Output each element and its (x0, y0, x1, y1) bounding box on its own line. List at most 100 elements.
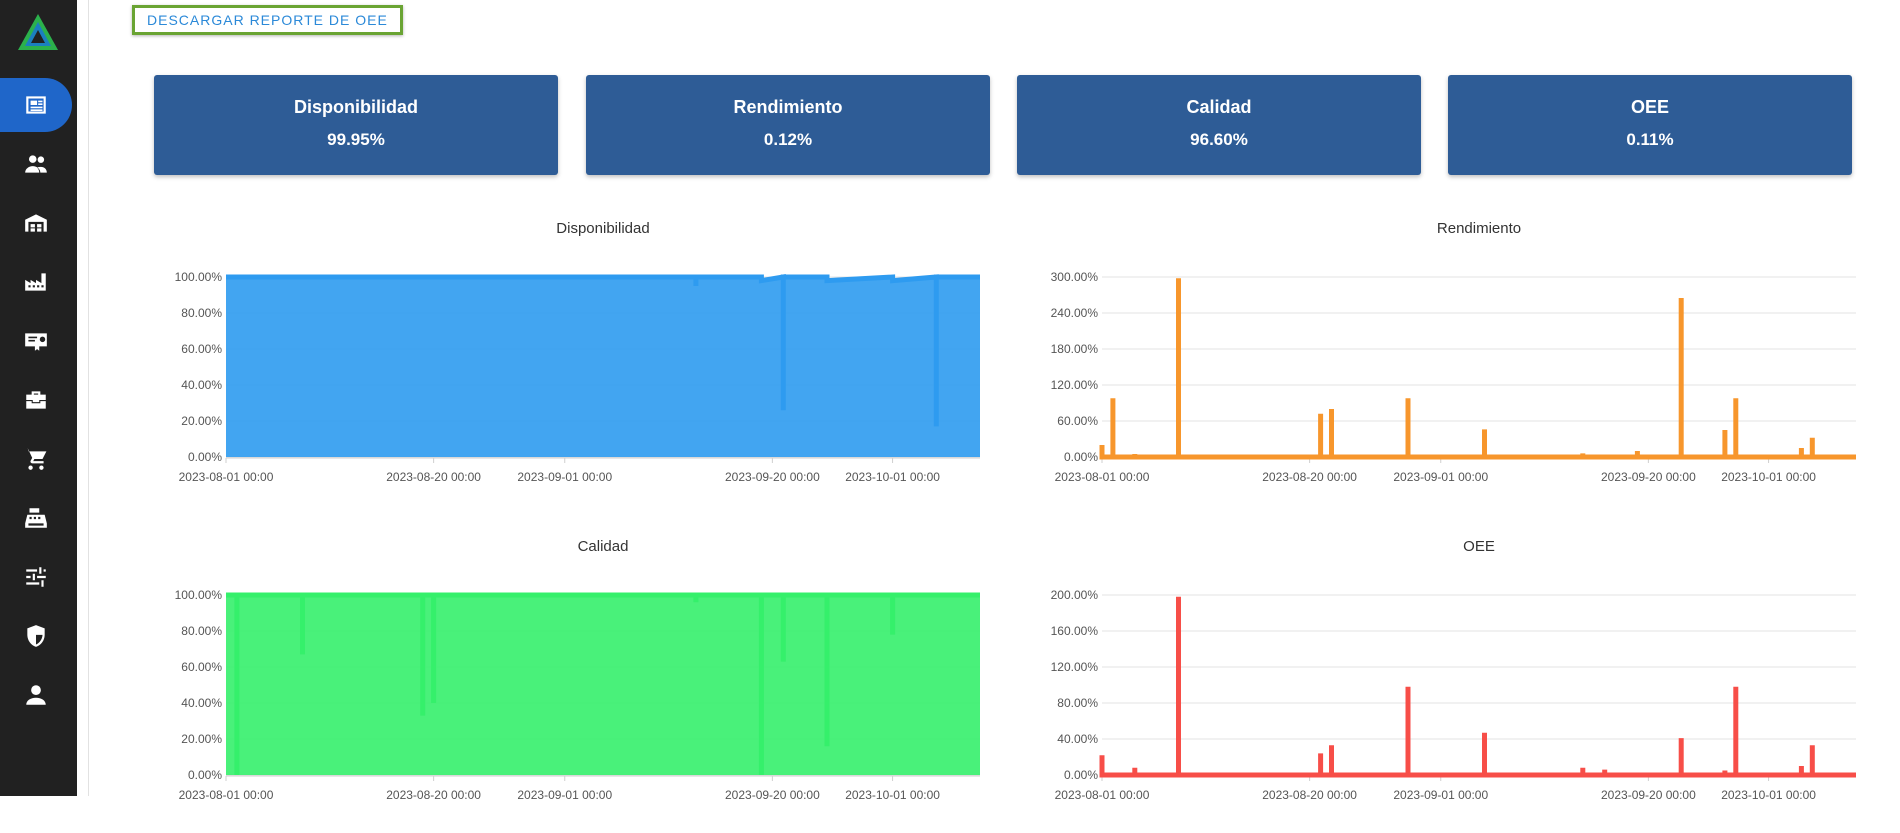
y-tick-label: 60.00% (181, 342, 222, 356)
series-area (226, 277, 980, 457)
y-tick-label: 0.00% (1064, 768, 1098, 782)
kpi-value: 0.11% (1626, 130, 1674, 149)
chart-title: Disponibilidad (556, 220, 649, 237)
kpi-label: Rendimiento (733, 97, 843, 117)
cash-register-icon (25, 508, 47, 528)
x-tick-label: 2023-09-20 00:00 (1601, 470, 1696, 484)
chart-title: Calidad (578, 538, 629, 555)
chart-title: OEE (1463, 538, 1495, 555)
x-tick-label: 2023-09-01 00:00 (517, 788, 612, 802)
y-tick-label: 160.00% (1051, 624, 1099, 638)
kpi-card-oee: OEE 0.11% (1448, 75, 1852, 175)
newspaper-icon (26, 96, 46, 114)
x-tick-label: 2023-08-20 00:00 (386, 788, 481, 802)
x-tick-label: 2023-08-20 00:00 (1262, 788, 1357, 802)
y-tick-label: 80.00% (181, 624, 222, 638)
series-line (1099, 278, 1856, 460)
chart-svg: Disponibilidad 0.00% 20.00% 40.00% 60.00% 80.… (175, 220, 980, 484)
content-divider (88, 0, 89, 796)
y-tick-label: 300.00% (1051, 270, 1099, 284)
y-tick-label: 200.00% (1051, 588, 1099, 602)
chart-calidad: Calidad 0.00% 20.00% 40.00% 60.00% 80.00% 100.… (140, 523, 1000, 833)
chart-disponibilidad: Disponibilidad 0.00% 20.00% 40.00% 60.00% 80.… (140, 205, 1000, 515)
download-oee-report-button[interactable]: DESCARGAR REPORTE DE OEE (132, 5, 403, 35)
factory-icon (25, 273, 46, 291)
certificate-icon (25, 333, 47, 351)
x-tick-label: 2023-08-01 00:00 (1055, 788, 1150, 802)
y-tick-label: 240.00% (1051, 306, 1099, 320)
y-tick-label: 0.00% (188, 768, 222, 782)
x-tick-label: 2023-10-01 00:00 (1721, 470, 1816, 484)
sliders-icon (26, 567, 46, 587)
y-tick-label: 120.00% (1051, 660, 1099, 674)
sidebar-item-user[interactable] (0, 668, 72, 722)
user-icon (26, 685, 46, 705)
x-tick-label: 2023-10-01 00:00 (845, 470, 940, 484)
y-tick-label: 60.00% (1057, 414, 1098, 428)
kpi-value: 96.60% (1190, 130, 1248, 149)
sidebar-item-cash-register[interactable] (0, 491, 72, 545)
sidebar-item-shield[interactable] (0, 609, 72, 663)
kpi-label: Calidad (1186, 97, 1252, 117)
x-tick-label: 2023-09-20 00:00 (725, 470, 820, 484)
series-line (226, 274, 980, 427)
y-tick-label: 40.00% (181, 378, 222, 392)
x-tick-label: 2023-08-01 00:00 (1055, 470, 1150, 484)
x-tick-label: 2023-08-01 00:00 (179, 788, 274, 802)
y-tick-label: 40.00% (181, 696, 222, 710)
y-tick-label: 40.00% (1057, 732, 1098, 746)
y-tick-label: 100.00% (175, 588, 223, 602)
kpi-label: Disponibilidad (294, 97, 418, 117)
x-tick-label: 2023-09-20 00:00 (725, 788, 820, 802)
sidebar-item-sliders[interactable] (0, 550, 72, 604)
y-tick-label: 100.00% (175, 270, 223, 284)
kpi-label: OEE (1630, 97, 1669, 117)
x-tick-label: 2023-08-20 00:00 (386, 470, 481, 484)
y-tick-label: 180.00% (1051, 342, 1099, 356)
chart-rendimiento: Rendimiento 0.00% 60.00% 120.00% 180.00% 240.… (1016, 205, 1876, 515)
sidebar-item-cart[interactable] (0, 432, 72, 486)
y-tick-label: 80.00% (1057, 696, 1098, 710)
series-line (1099, 596, 1856, 778)
shield-icon (27, 625, 45, 647)
y-tick-label: 80.00% (181, 306, 222, 320)
chart-svg: Calidad 0.00% 20.00% 40.00% 60.00% 80.00% 100.… (175, 538, 980, 802)
x-tick-label: 2023-09-01 00:00 (1393, 788, 1488, 802)
sidebar-item-warehouse[interactable] (0, 196, 72, 250)
chart-svg: OEE 0.00% 40.00% 80.00% 120.00% 160.00% 200.00… (1051, 538, 1856, 802)
series-area (226, 595, 980, 775)
sidebar (0, 0, 77, 796)
kpi-value: 99.95% (327, 130, 385, 149)
sidebar-item-certificate[interactable] (0, 314, 72, 368)
y-tick-label: 60.00% (181, 660, 222, 674)
series-area (1102, 596, 1856, 775)
x-tick-label: 2023-08-20 00:00 (1262, 470, 1357, 484)
sidebar-item-users[interactable] (0, 137, 72, 191)
x-tick-label: 2023-09-01 00:00 (1393, 470, 1488, 484)
kpi-card-calidad: Calidad 96.60% (1017, 75, 1421, 175)
users-icon (25, 155, 47, 173)
toolbox-icon (26, 391, 46, 409)
chart-oee: OEE 0.00% 40.00% 80.00% 120.00% 160.00% 200.00… (1016, 523, 1876, 833)
y-tick-label: 120.00% (1051, 378, 1099, 392)
x-tick-label: 2023-09-20 00:00 (1601, 788, 1696, 802)
x-tick-label: 2023-10-01 00:00 (1721, 788, 1816, 802)
y-tick-label: 0.00% (1064, 450, 1098, 464)
x-tick-label: 2023-08-01 00:00 (179, 470, 274, 484)
cart-icon (24, 448, 47, 470)
chart-svg: Rendimiento 0.00% 60.00% 120.00% 180.00% 240.… (1051, 220, 1856, 484)
x-tick-label: 2023-09-01 00:00 (517, 470, 612, 484)
chart-title: Rendimiento (1437, 220, 1521, 237)
kpi-card-disponibilidad: Disponibilidad 99.95% (154, 75, 558, 175)
x-tick-label: 2023-10-01 00:00 (845, 788, 940, 802)
y-tick-label: 20.00% (181, 414, 222, 428)
sidebar-item-newspaper[interactable] (0, 78, 72, 132)
kpi-card-rendimiento: Rendimiento 0.12% (586, 75, 990, 175)
y-tick-label: 20.00% (181, 732, 222, 746)
kpi-value: 0.12% (763, 130, 813, 149)
sidebar-item-factory[interactable] (0, 255, 72, 309)
y-tick-label: 0.00% (188, 450, 222, 464)
sidebar-item-toolbox[interactable] (0, 373, 72, 427)
warehouse-icon (25, 214, 47, 232)
app-logo-icon[interactable] (16, 12, 60, 52)
